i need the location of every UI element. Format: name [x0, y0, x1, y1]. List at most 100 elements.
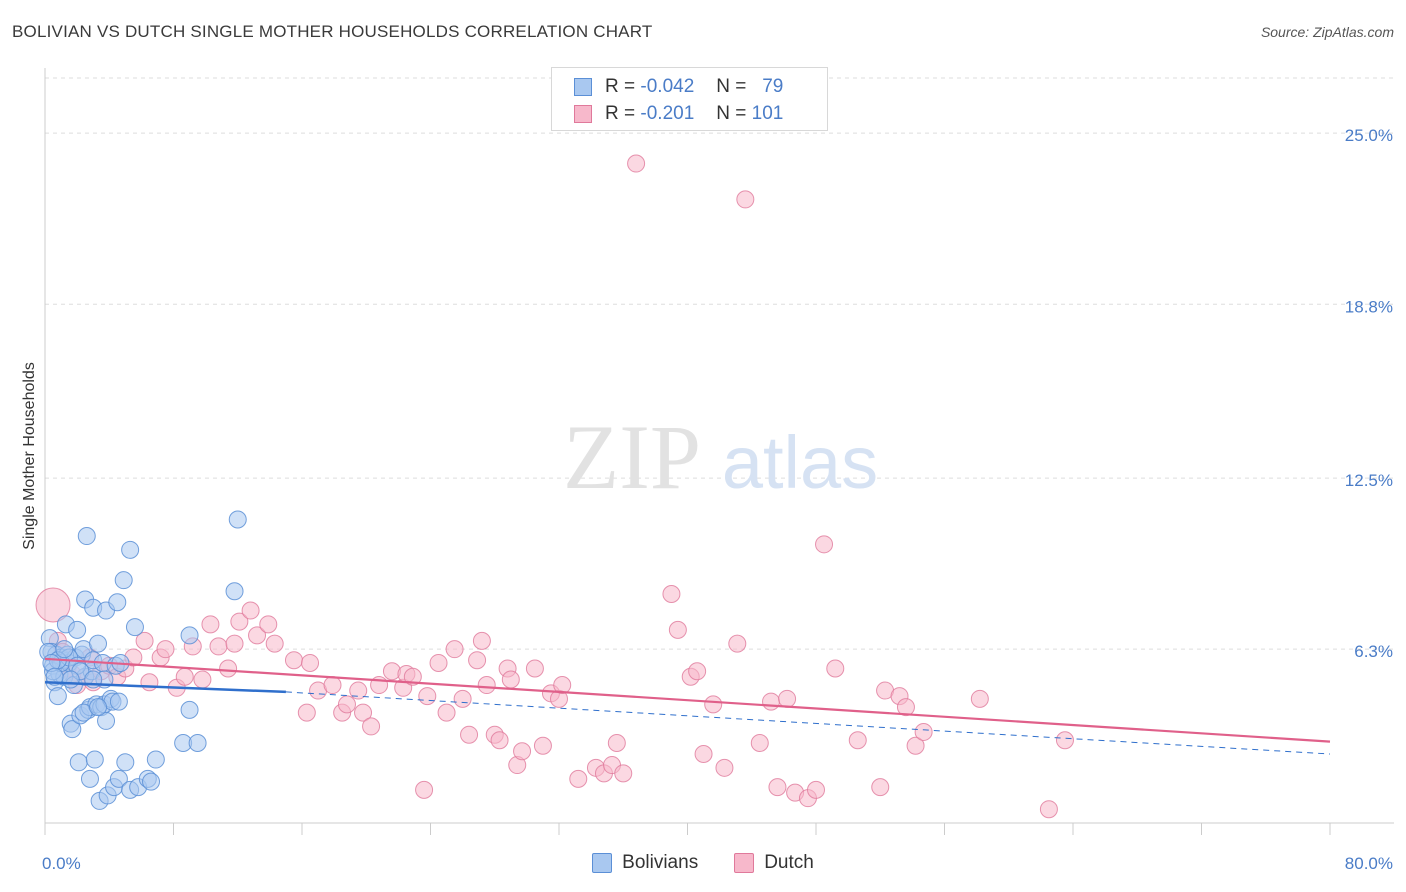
dutch-point — [607, 733, 626, 752]
dutch-point — [553, 676, 572, 695]
dutch-point — [715, 758, 734, 777]
bolivians-point — [89, 698, 108, 717]
dutch-point — [477, 676, 496, 695]
bolivians-point — [45, 667, 64, 686]
x-tick-label: 80.0% — [1345, 854, 1393, 873]
bolivians-point — [114, 571, 133, 590]
trend-lines — [44, 657, 1331, 755]
r-label: R = — [605, 76, 636, 97]
bolivians-point — [89, 634, 108, 653]
dutch-point — [728, 634, 747, 653]
dutch-point — [193, 670, 212, 689]
dutch-point — [201, 615, 220, 634]
bolivians-point — [109, 692, 128, 711]
dutch-point — [871, 778, 890, 797]
dutch-point — [241, 601, 260, 620]
dutch-point — [750, 733, 769, 752]
legend-label-dutch: Dutch — [764, 852, 814, 873]
dutch-point — [265, 634, 284, 653]
bolivians-point — [55, 640, 74, 659]
dutch-point — [297, 703, 316, 722]
dutch-point — [135, 631, 154, 650]
source-label: Source: ZipAtlas.com — [1260, 24, 1394, 40]
n-label: N = — [716, 76, 747, 97]
dutch-point — [418, 687, 437, 706]
n-value: 101 — [751, 103, 784, 124]
dutch-point — [525, 659, 544, 678]
legend-row-dutch: R = -0.201 N = 101 — [574, 102, 783, 126]
chart-title: BOLIVIAN VS DUTCH SINGLE MOTHER HOUSEHOL… — [12, 22, 653, 41]
dutch-point — [668, 620, 687, 639]
dutch-point — [768, 778, 787, 797]
y-tick-label: 25.0% — [1345, 126, 1393, 145]
dutch-point — [614, 764, 633, 783]
dutch-point — [815, 535, 834, 554]
dutch-point — [472, 631, 491, 650]
axes — [44, 68, 1394, 835]
bolivians-point — [180, 700, 199, 719]
r-value: -0.201 — [640, 103, 695, 124]
watermark: ZIP atlas — [563, 406, 878, 508]
dutch-point — [762, 692, 781, 711]
grid-lines — [45, 77, 1394, 650]
watermark-atlas: atlas — [722, 421, 878, 504]
bolivians-point — [146, 750, 165, 769]
dutch-point — [694, 745, 713, 764]
dutch-point — [140, 673, 159, 692]
dutch-point — [453, 689, 472, 708]
dutch-point — [501, 670, 520, 689]
bolivians-point — [228, 510, 247, 529]
dutch-point — [301, 653, 320, 672]
bolivians-point — [77, 527, 96, 546]
legend-row-bolivians: R = -0.042 N = 79 — [574, 75, 783, 99]
bolivians-point — [225, 582, 244, 601]
dutch-point — [35, 587, 71, 623]
bolivians-trend-line — [44, 681, 286, 694]
dutch-swatch — [574, 105, 592, 123]
dutch-point — [662, 584, 681, 603]
dutch-point — [175, 667, 194, 686]
dutch-point — [906, 736, 925, 755]
dutch-point — [349, 681, 368, 700]
dutch-point — [704, 695, 723, 714]
n-value: 79 — [762, 76, 784, 97]
dutch-point — [627, 154, 646, 173]
y-axis-label: Single Mother Households — [21, 362, 38, 550]
dutch-point — [445, 640, 464, 659]
dutch-point — [259, 615, 278, 634]
bolivians-point — [125, 618, 144, 637]
x-tick-labels: 0.0% 80.0% — [42, 854, 1393, 873]
stats-legend: R = -0.042 N = 79 R = -0.201 N = 101 — [551, 67, 828, 131]
dutch-point — [736, 190, 755, 209]
bolivians-point — [121, 540, 140, 559]
dutch-point — [896, 698, 915, 717]
bolivians-swatch — [592, 853, 613, 873]
dutch-point — [284, 651, 303, 670]
dutch-point — [826, 659, 845, 678]
dutch-point — [225, 634, 244, 653]
dutch-point — [403, 667, 422, 686]
dutch-point — [569, 769, 588, 788]
bolivians-point — [69, 753, 88, 772]
bolivians-point — [68, 620, 87, 639]
bolivians-point — [108, 593, 127, 612]
dutch-point — [914, 722, 933, 741]
dutch-point — [970, 689, 989, 708]
bolivians-point — [116, 753, 135, 772]
dutch-point — [688, 662, 707, 681]
dutch-point — [429, 653, 448, 672]
bolivians-trend-dashed — [285, 691, 1331, 755]
dutch-point — [219, 659, 238, 678]
dutch-point — [1055, 731, 1074, 750]
bolivians-point — [48, 687, 67, 706]
dutch-point — [807, 780, 825, 799]
y-tick-label: 6.3% — [1354, 642, 1393, 661]
bolivians-point — [85, 750, 104, 769]
dutch-point — [354, 703, 373, 722]
dutch-point — [1039, 800, 1058, 819]
r-label: R = — [605, 103, 636, 124]
dutch-point — [533, 736, 552, 755]
legend-item-dutch: Dutch — [734, 852, 814, 874]
x-tick-label: 0.0% — [42, 854, 81, 873]
